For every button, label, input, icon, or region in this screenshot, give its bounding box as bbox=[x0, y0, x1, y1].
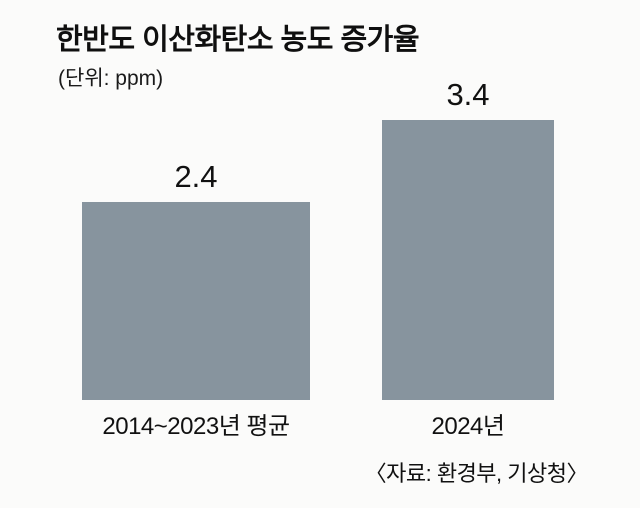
source-label: 〈자료: 환경부, 기상청〉 bbox=[364, 461, 589, 486]
bar-2024 bbox=[382, 120, 554, 400]
unit-label: (단위: ppm) bbox=[58, 67, 164, 90]
category-label-2024: 2024년 bbox=[431, 413, 505, 440]
category-label-2014-2023: 2014~2023년 평균 bbox=[102, 413, 290, 440]
bar-group-2014-2023: 2.4 bbox=[82, 161, 310, 400]
bar-group-2024: 3.4 bbox=[382, 79, 554, 400]
value-label-2024: 3.4 bbox=[446, 77, 490, 112]
bar-2014-2023 bbox=[82, 202, 310, 400]
chart-title: 한반도 이산화탄소 농도 증가율 bbox=[56, 24, 420, 56]
value-label-2014-2023: 2.4 bbox=[174, 159, 218, 194]
